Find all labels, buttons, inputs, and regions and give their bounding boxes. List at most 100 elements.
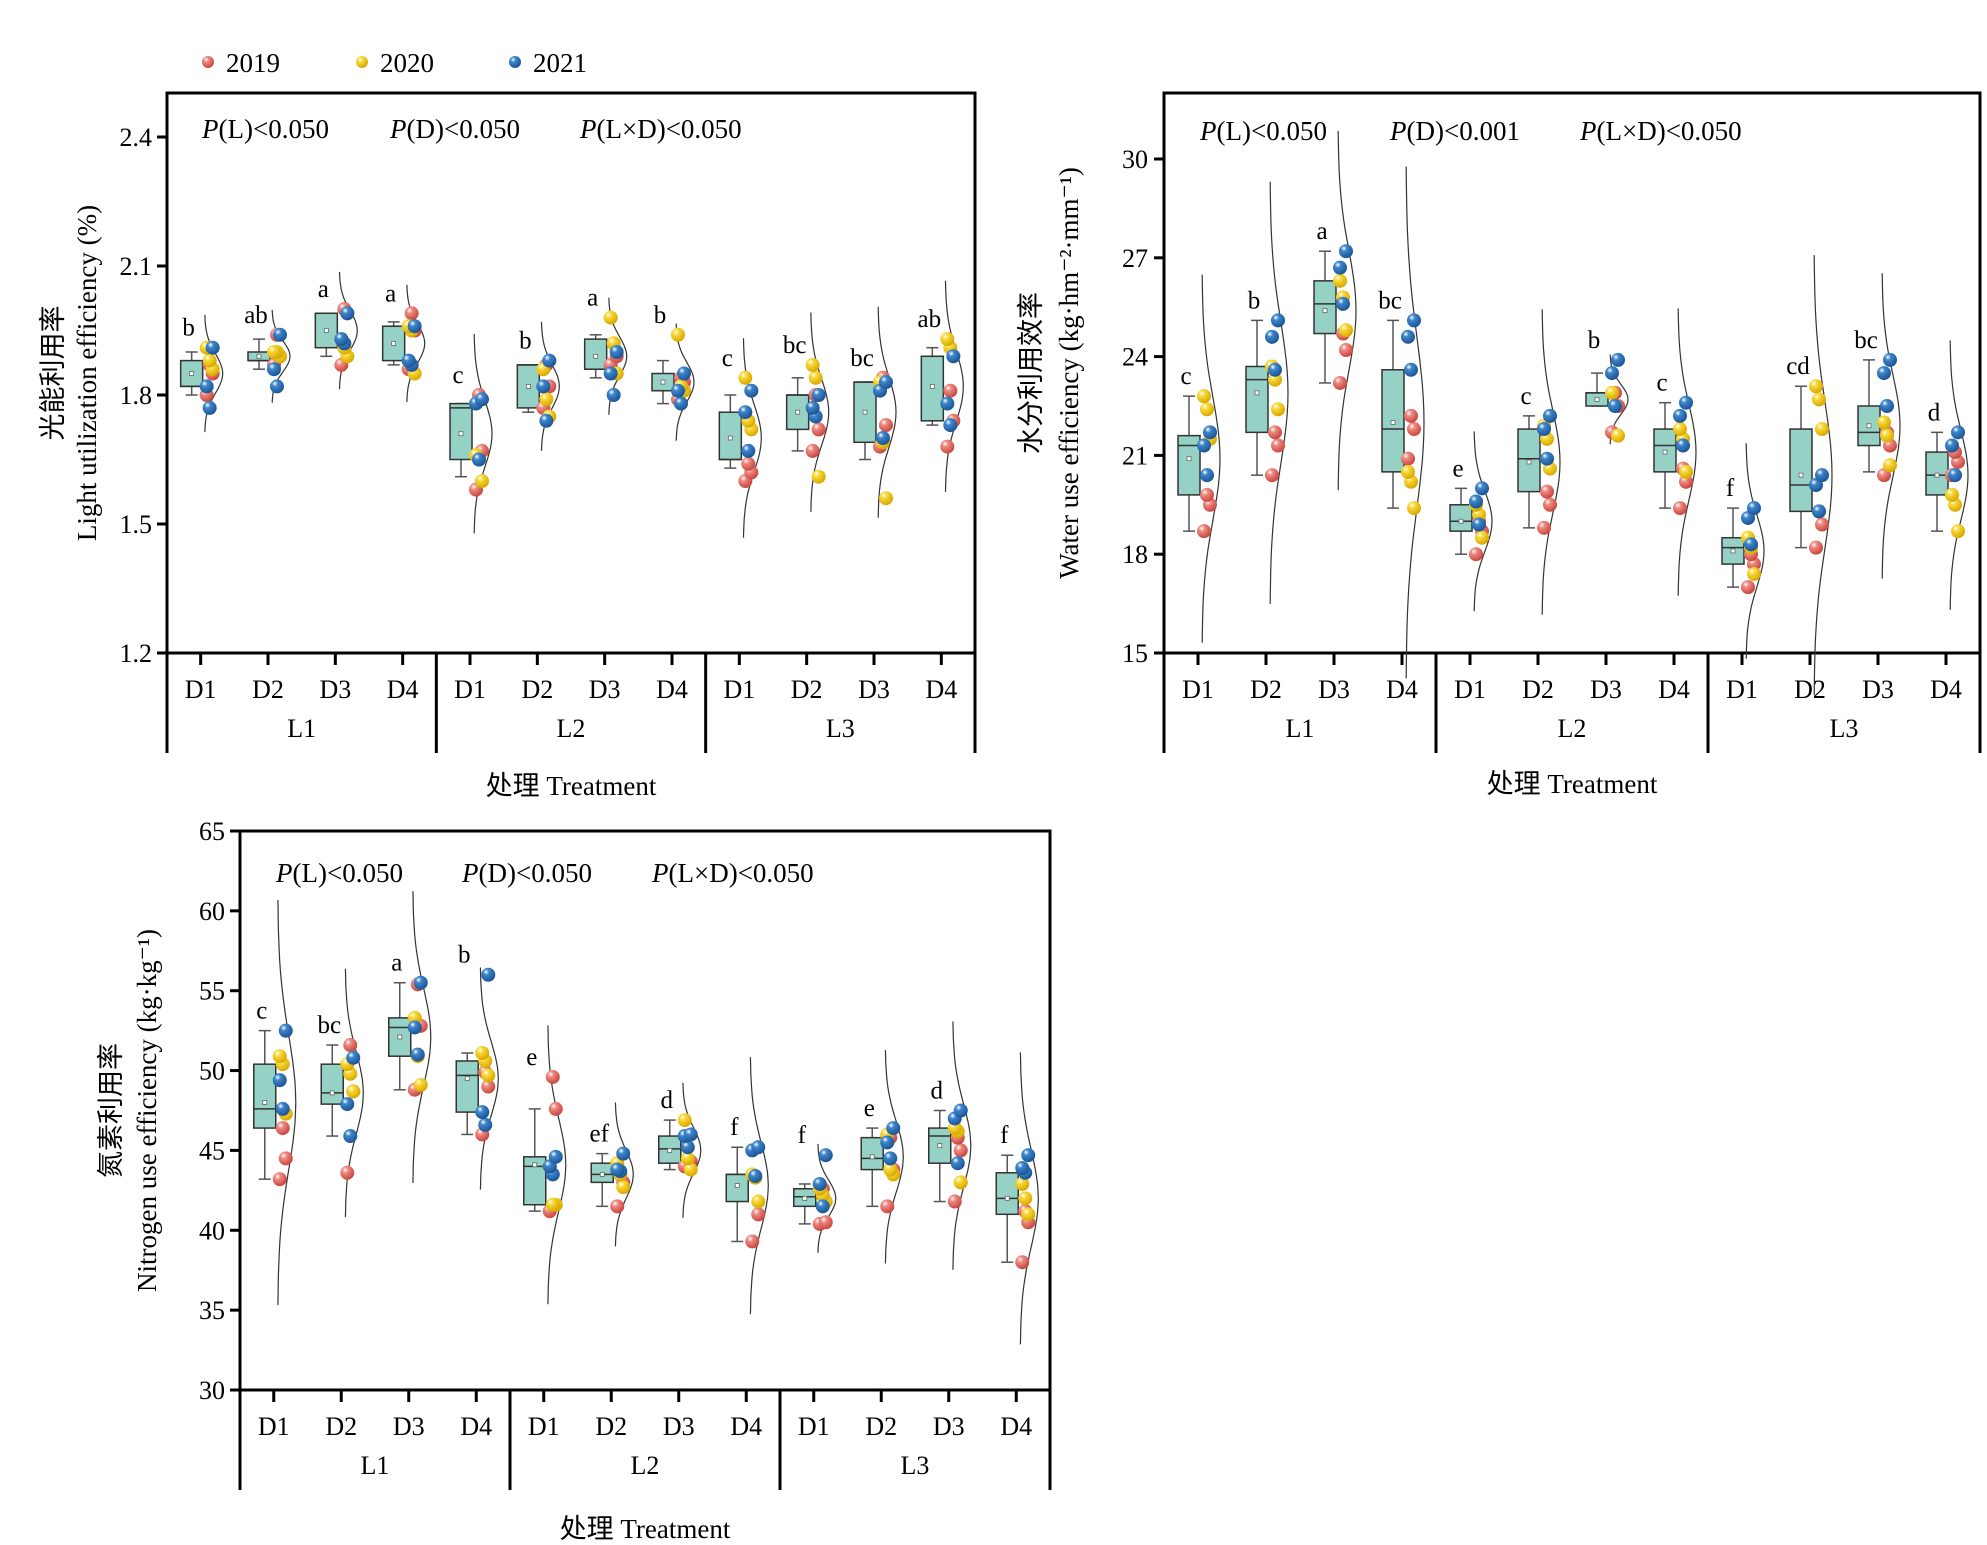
x-category-label: D3 [1318, 675, 1350, 704]
significance-letter: ef [590, 1121, 610, 1148]
data-point-2021 [413, 975, 428, 990]
box-iqr [860, 1136, 884, 1171]
data-point-2020 [1268, 372, 1282, 387]
data-point-2021 [946, 349, 961, 364]
box-l3-d3: bc [1854, 273, 1901, 579]
box-mean-marker [795, 409, 801, 415]
data-point-2019 [1268, 425, 1282, 440]
data-point-2020 [751, 1194, 766, 1209]
data-point-2021 [1336, 296, 1350, 311]
data-point-2021 [1401, 329, 1415, 344]
normal-curve [675, 323, 695, 441]
data-point-2021 [674, 396, 688, 411]
box-mean-marker [727, 435, 733, 441]
p-value-annotation: P(L)<0.050 [275, 858, 403, 888]
box-mean-marker [189, 371, 195, 376]
x-group-label-l2: L2 [557, 714, 586, 743]
box-l2-d4: c [1653, 308, 1697, 596]
data-point-2019 [943, 383, 958, 398]
significance-letter: b [1248, 287, 1261, 314]
data-point-2019 [1271, 438, 1285, 453]
x-group-label-l3: L3 [826, 714, 855, 743]
x-group-label-l1: L1 [361, 1451, 390, 1480]
p-value-annotation: P(L×D)<0.050 [579, 114, 742, 144]
x-category-label: D3 [393, 1412, 425, 1441]
data-point-2021 [273, 327, 287, 342]
data-point-2021 [340, 1097, 355, 1112]
y-axis-title-cn: 光能利用率 [38, 306, 68, 441]
data-point-2020 [879, 491, 893, 506]
x-axis-title: 处理 Treatment [560, 1514, 731, 1544]
x-category-label: D1 [528, 1412, 560, 1441]
x-group-label-l1: L1 [1286, 714, 1315, 743]
x-category-label: D4 [1386, 675, 1418, 704]
significance-letter: c [722, 345, 733, 372]
normal-curve [1201, 274, 1221, 643]
p-value-annotation: P(L)<0.050 [201, 114, 329, 144]
data-point-2021 [680, 1140, 695, 1155]
data-point-2021 [343, 1129, 358, 1144]
data-point-2021 [1021, 1148, 1036, 1163]
normal-curve [1949, 340, 1969, 610]
x-category-label: D4 [730, 1412, 762, 1441]
data-point-2021 [1469, 494, 1483, 509]
normal-curve [1881, 273, 1901, 579]
y-tick-label: 1.8 [120, 381, 153, 410]
data-point-2020 [1877, 415, 1891, 430]
data-point-2021 [334, 332, 349, 347]
x-category-label: D3 [663, 1412, 695, 1441]
y-tick-label: 18 [1122, 540, 1148, 569]
data-point-2019 [818, 1215, 833, 1230]
x-category-label: D1 [1726, 675, 1758, 704]
x-category-label: D1 [185, 675, 217, 704]
normal-curve [742, 338, 762, 538]
normal-curve [749, 1057, 769, 1315]
y-axis-title-en: Nitrogen use efficiency (kg·kg⁻¹) [132, 929, 162, 1292]
data-point-2019 [1404, 408, 1418, 423]
data-point-2021 [812, 1176, 827, 1191]
data-point-2020 [413, 1077, 428, 1092]
x-category-label: D3 [319, 675, 351, 704]
normal-curve [1337, 130, 1357, 491]
significance-letter: f [1000, 1122, 1009, 1149]
data-point-2020 [1200, 402, 1214, 417]
significance-letter: b [458, 942, 471, 969]
data-point-2021 [205, 340, 220, 355]
box-l1-d2: bc [317, 968, 364, 1218]
data-point-2021 [1265, 329, 1279, 344]
data-point-2021 [1540, 451, 1554, 466]
data-point-2019 [805, 443, 820, 458]
data-point-2021 [1407, 313, 1421, 328]
data-point-2019 [1339, 343, 1353, 358]
normal-curve [1405, 166, 1425, 679]
legend-marker-2021 [509, 56, 521, 68]
x-category-label: D4 [460, 1412, 492, 1441]
data-point-2021 [1744, 537, 1758, 552]
data-point-2021 [340, 306, 355, 321]
p-value-annotation: P(L×D)<0.050 [651, 858, 814, 888]
p-value-annotation: P(D)<0.050 [461, 858, 592, 888]
x-category-label: D3 [589, 675, 621, 704]
p-value-annotation: P(D)<0.001 [1389, 116, 1520, 146]
data-point-2021 [943, 418, 958, 433]
data-point-2020 [680, 1151, 695, 1166]
box-mean-marker [937, 1143, 943, 1149]
significance-letter: c [1180, 363, 1191, 390]
data-point-2020 [883, 1162, 898, 1177]
x-category-label: D2 [521, 675, 553, 704]
data-point-2019 [1333, 375, 1347, 390]
plot-frame [1162, 91, 1982, 655]
normal-curve [1745, 443, 1765, 659]
box-l2-d1: e [1449, 431, 1493, 612]
data-point-2021 [886, 1121, 901, 1136]
data-point-2021 [610, 1162, 625, 1177]
box-mean-marker [256, 353, 262, 359]
data-point-2021 [741, 443, 756, 458]
normal-curve [1473, 431, 1493, 612]
x-category-label: D2 [1522, 675, 1554, 704]
box-l2-d2: b [516, 321, 560, 451]
data-point-2019 [340, 1165, 355, 1180]
data-point-2020 [616, 1180, 631, 1195]
box-l2-d4: f [725, 1057, 769, 1315]
data-point-2021 [606, 388, 621, 402]
